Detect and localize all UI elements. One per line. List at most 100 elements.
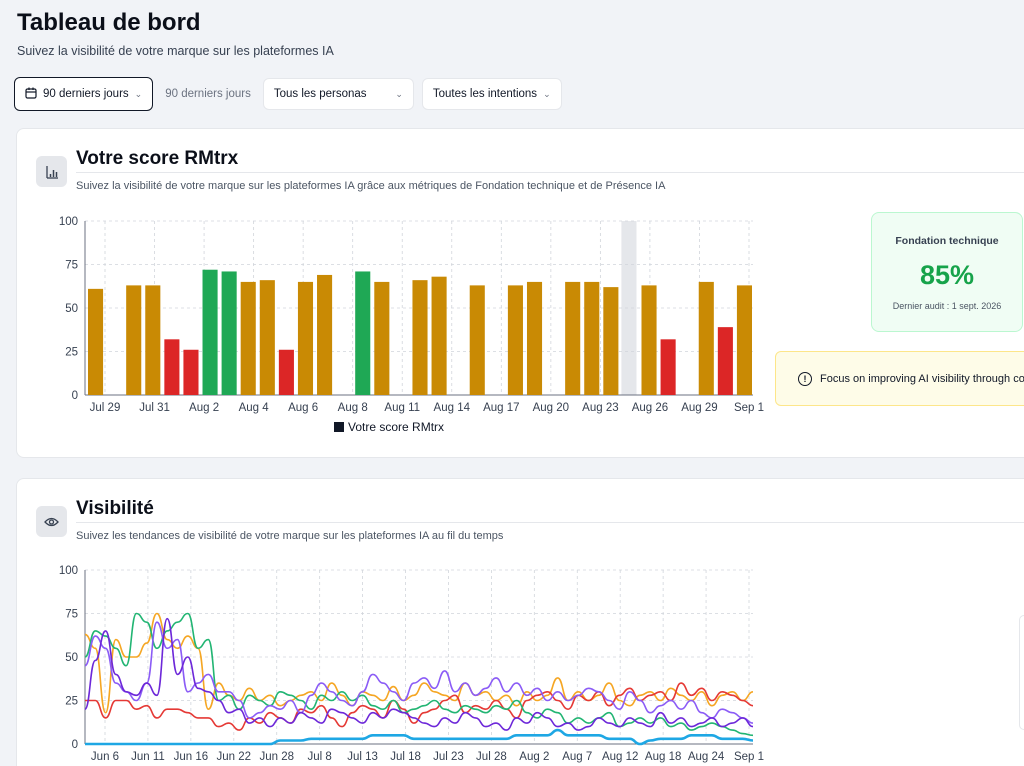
score-card-title: Votre score RMtrx — [76, 148, 239, 169]
eye-icon — [36, 506, 67, 537]
bar — [240, 281, 256, 395]
x-tick-label: Aug 6 — [288, 402, 318, 414]
x-tick-label: Jul 28 — [476, 751, 507, 763]
y-tick-label: 0 — [72, 739, 78, 751]
chart-legend: Votre score RMtrx — [334, 420, 444, 434]
period-select-label: 90 derniers jours — [43, 88, 129, 100]
y-tick-label: 50 — [65, 652, 78, 664]
x-tick-label: Aug 4 — [239, 402, 270, 414]
recommendation-alert: ! Focus on improving AI visibility throu… — [775, 351, 1024, 406]
bar — [126, 285, 142, 395]
x-tick-label: Aug 8 — [338, 402, 368, 414]
bar — [603, 287, 619, 395]
bar — [278, 349, 294, 395]
bar — [259, 280, 275, 395]
page-title: Tableau de bord — [17, 9, 201, 36]
x-tick-label: Jun 28 — [259, 751, 294, 763]
score-bar-chart[interactable]: 0 25 50 75 100 Jul 29 Jul 31 Aug 2 Aug 4 Aug 6 Aug… — [17, 129, 777, 439]
hover-highlight — [621, 221, 637, 395]
y-tick-label: 75 — [65, 260, 78, 272]
bar — [164, 339, 180, 395]
bar — [412, 280, 428, 395]
y-tick-label: 25 — [65, 347, 78, 359]
bar — [507, 285, 523, 395]
intents-select[interactable]: Toutes les intentions ⌄ — [421, 78, 562, 110]
bar — [584, 281, 600, 395]
bar — [565, 281, 581, 395]
x-tick-label: Jul 18 — [390, 751, 421, 763]
x-tick-label: Sep 1 — [734, 751, 764, 763]
y-tick-label: 100 — [59, 216, 78, 228]
chevron-down-icon: ⌄ — [395, 88, 403, 99]
bar — [526, 281, 543, 395]
x-tick-label: Jun 6 — [91, 751, 119, 763]
bar — [641, 285, 657, 395]
bar — [736, 285, 752, 395]
series-line — [84, 617, 754, 731]
chevron-down-icon: ⌄ — [543, 88, 551, 99]
x-tick-label: Aug 7 — [562, 751, 592, 763]
bar — [469, 285, 485, 395]
legend-swatch — [334, 422, 344, 432]
metric-audit-date: Dernier audit : 1 sept. 2026 — [892, 301, 1002, 311]
personas-select[interactable]: Tous les personas ⌄ — [262, 78, 414, 110]
metric-label: Fondation technique — [895, 235, 999, 247]
visibility-card: Visibilité Suivez les tendances de visib… — [16, 478, 1024, 766]
intents-select-label: Toutes les intentions — [432, 88, 538, 100]
x-tick-label: Jul 23 — [433, 751, 464, 763]
y-tick-label: 0 — [72, 390, 78, 402]
period-range-label: 90 derniers jours — [165, 88, 251, 100]
x-tick-label: Aug 20 — [533, 402, 569, 414]
x-tick-label: Jun 16 — [174, 751, 209, 763]
visibility-card-title: Visibilité — [76, 498, 154, 519]
metric-value: 85% — [919, 260, 975, 290]
x-tick-label: Aug 23 — [582, 402, 618, 414]
bar — [297, 281, 314, 395]
page-subtitle: Suivez la visibilité de votre marque sur… — [17, 44, 334, 58]
bar — [202, 269, 218, 395]
bar — [183, 349, 199, 395]
visibility-line-chart[interactable]: 0 25 50 75 100 Jun 6 Jun 11 Jun 16 Jun 22 Jun 28 J… — [17, 479, 777, 766]
bar — [431, 276, 447, 395]
x-tick-label: Aug 18 — [645, 751, 681, 763]
x-tick-label: Jul 29 — [90, 402, 121, 414]
bar-chart-icon — [36, 156, 67, 187]
score-card-description: Suivez la visibilité de votre marque sur… — [76, 180, 666, 192]
y-tick-label: 100 — [59, 565, 78, 577]
calendar-icon — [25, 87, 37, 102]
visibility-card-description: Suivez les tendances de visibilité de vo… — [76, 530, 504, 542]
legend-label: Votre score RMtrx — [348, 420, 444, 434]
bar — [698, 281, 714, 395]
bar — [317, 274, 333, 395]
chevron-down-icon: ⌄ — [134, 88, 143, 99]
line-chart-axes: 0 25 50 75 100 Jun 6 Jun 11 Jun 16 Jun 22 Jun 28 J… — [59, 565, 764, 763]
x-tick-label: Aug 2 — [519, 751, 549, 763]
y-tick-label: 75 — [65, 609, 78, 621]
personas-select-label: Tous les personas — [273, 88, 367, 100]
x-tick-label: Aug 17 — [483, 402, 519, 414]
x-tick-label: Aug 26 — [632, 402, 668, 414]
bar — [374, 281, 390, 395]
x-tick-label: Aug 14 — [434, 402, 471, 414]
alert-text: Focus on improving AI visibility through… — [820, 372, 1024, 385]
series-line — [84, 612, 754, 714]
x-tick-label: Jul 13 — [347, 751, 378, 763]
info-icon: ! — [798, 371, 812, 386]
x-tick-label: Sep 1 — [734, 402, 764, 414]
x-tick-label: Jun 11 — [131, 751, 165, 763]
side-panel-handle[interactable] — [1019, 615, 1024, 730]
x-tick-label: Jul 31 — [139, 402, 170, 414]
bar — [660, 339, 676, 395]
period-select[interactable]: 90 derniers jours ⌄ — [14, 77, 154, 111]
bar — [145, 285, 161, 395]
divider — [76, 522, 1024, 523]
x-tick-label: Jul 8 — [308, 751, 332, 763]
divider — [76, 172, 1024, 173]
x-tick-label: Aug 2 — [189, 402, 219, 414]
y-tick-label: 25 — [65, 696, 78, 708]
score-card: Votre score RMtrx Suivez la visibilité d… — [16, 128, 1024, 458]
bar — [717, 327, 733, 395]
y-tick-label: 50 — [65, 303, 78, 315]
x-tick-label: Aug 11 — [384, 402, 420, 414]
filter-bar: 90 derniers jours ⌄ 90 derniers jours To… — [14, 77, 562, 111]
